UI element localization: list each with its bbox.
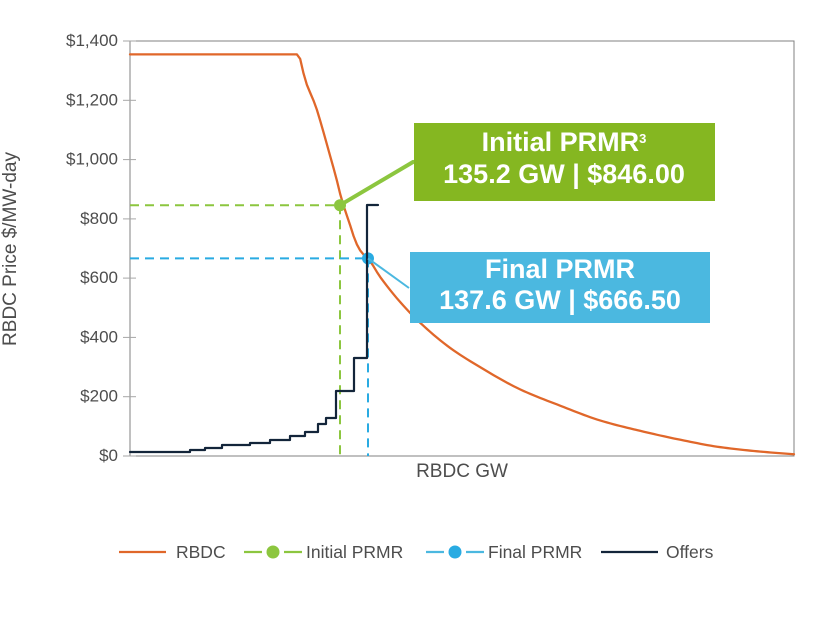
svg-text:RBDC GW: RBDC GW — [416, 461, 508, 482]
svg-text:$400: $400 — [80, 327, 118, 346]
svg-text:$0: $0 — [99, 446, 118, 465]
svg-text:Final PRMR: Final PRMR — [485, 254, 635, 284]
svg-text:Final PRMR: Final PRMR — [488, 542, 582, 562]
svg-text:Initial PRMR: Initial PRMR — [306, 542, 403, 562]
svg-text:$600: $600 — [80, 268, 118, 287]
svg-text:$1,400: $1,400 — [66, 31, 118, 50]
svg-text:Initial PRMR3: Initial PRMR3 — [482, 127, 647, 157]
svg-text:$800: $800 — [80, 209, 118, 228]
svg-text:RBDC: RBDC — [176, 542, 226, 562]
svg-text:$200: $200 — [80, 387, 118, 406]
svg-text:Offers: Offers — [666, 542, 714, 562]
svg-text:135.2 GW | $846.00: 135.2 GW | $846.00 — [443, 159, 685, 189]
svg-text:$1,200: $1,200 — [66, 90, 118, 109]
svg-text:$1,000: $1,000 — [66, 150, 118, 169]
svg-text:137.6 GW | $666.50: 137.6 GW | $666.50 — [439, 285, 681, 315]
svg-text:RBDC Price $/MW-day: RBDC Price $/MW-day — [0, 152, 21, 346]
